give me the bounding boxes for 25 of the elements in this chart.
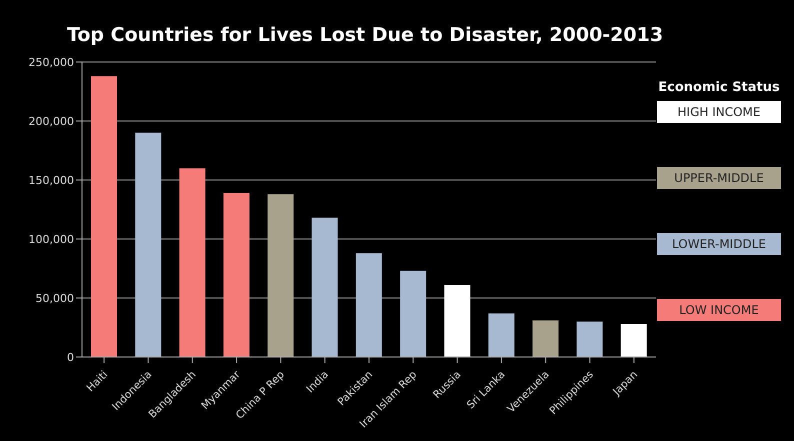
y-tick-label: 150,000: [28, 174, 74, 187]
y-tick-label: 250,000: [28, 56, 74, 69]
bar: [312, 218, 338, 357]
text: HIGH INCOME: [657, 101, 781, 123]
y-tick-label: 200,000: [28, 114, 74, 128]
bar: [620, 324, 647, 357]
bar: [223, 192, 250, 357]
bar: [488, 313, 514, 357]
bar: [268, 194, 294, 357]
legend-title: Economic Status: [658, 80, 780, 95]
y-tick-label: 100,000: [28, 232, 74, 246]
bar: [532, 320, 559, 357]
y-tick-label: 50,000: [36, 292, 74, 305]
bar: [91, 76, 117, 357]
text: LOW INCOME: [657, 299, 781, 321]
text: UPPER-MIDDLE: [657, 167, 781, 189]
bar: [576, 322, 603, 357]
bar: [179, 168, 206, 357]
bar: [135, 132, 162, 357]
bar: [400, 270, 426, 357]
bar: [444, 285, 470, 357]
bar: [356, 253, 382, 357]
text: LOWER-MIDDLE: [657, 233, 781, 255]
y-tick-label: 0: [67, 350, 74, 364]
chart-title: Top Countries for Lives Lost Due to Disaster, 2000-2013: [66, 24, 664, 46]
